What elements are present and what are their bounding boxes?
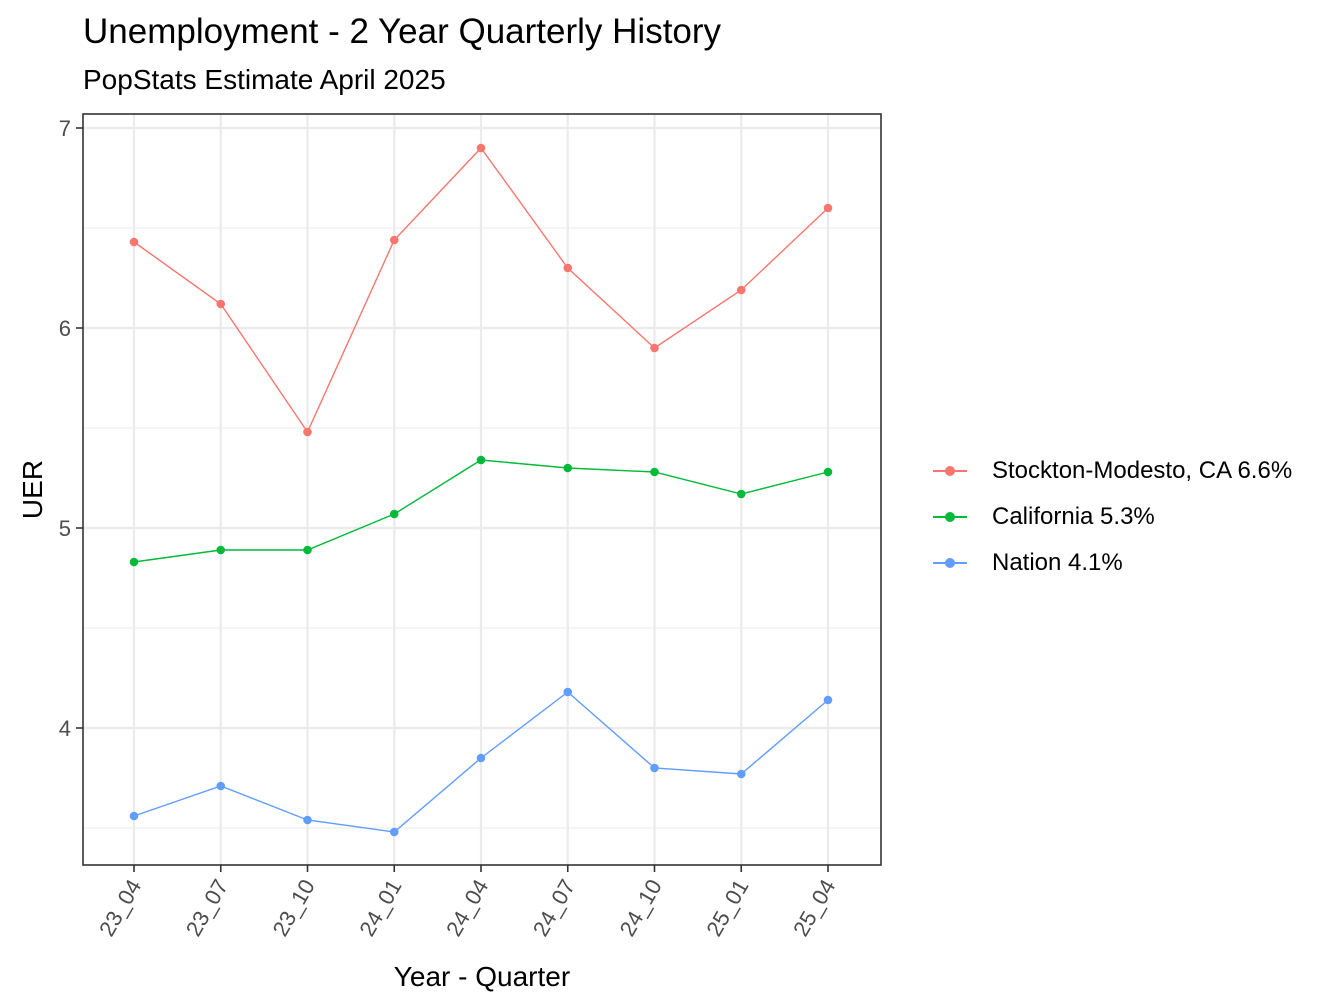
x-tick-label: 24_04 — [441, 875, 493, 940]
data-point — [389, 509, 399, 519]
data-point — [650, 763, 659, 773]
data-point — [650, 343, 659, 353]
data-point — [476, 753, 486, 763]
data-point — [563, 463, 573, 473]
data-point — [823, 467, 833, 477]
data-point — [563, 263, 573, 273]
data-point — [650, 467, 659, 477]
legend-item: Stockton-Modesto, CA 6.6% — [930, 448, 1292, 494]
data-point — [736, 489, 746, 499]
chart-subtitle: PopStats Estimate April 2025 — [83, 64, 446, 95]
panel-border — [82, 113, 882, 866]
data-point — [303, 815, 312, 825]
legend-item: Nation 4.1% — [930, 540, 1292, 586]
chart-title: Unemployment - 2 Year Quarterly History — [83, 12, 722, 51]
x-axis-title: Year - Quarter — [394, 961, 570, 992]
legend-key-icon — [930, 553, 970, 573]
legend-key-icon — [930, 507, 970, 527]
y-tick-label: 7 — [59, 116, 71, 141]
data-point — [736, 769, 746, 779]
data-point — [216, 299, 226, 309]
y-tick-label: 6 — [59, 316, 71, 341]
legend-item: California 5.3% — [930, 494, 1292, 540]
legend-label: Nation 4.1% — [992, 549, 1123, 576]
data-point — [129, 237, 139, 247]
data-point — [563, 687, 573, 697]
x-tick-label: 23_04 — [94, 875, 146, 940]
data-point — [389, 235, 399, 245]
x-tick-label: 23_10 — [268, 875, 320, 940]
data-point — [476, 455, 486, 465]
data-point — [389, 827, 399, 837]
y-axis-title: UER — [17, 460, 48, 519]
legend-label: Stockton-Modesto, CA 6.6% — [992, 457, 1293, 484]
legend-key-icon — [930, 461, 970, 481]
x-tick-label: 25_04 — [788, 875, 840, 940]
data-point — [823, 695, 833, 705]
data-point — [129, 811, 139, 821]
data-point — [129, 557, 139, 567]
data-point — [736, 285, 746, 295]
x-tick-label: 24_07 — [528, 875, 580, 940]
data-point — [823, 203, 833, 213]
data-point — [303, 427, 312, 437]
chart-legend: Stockton-Modesto, CA 6.6% California 5.3%… — [930, 448, 1292, 586]
data-point — [476, 143, 486, 153]
y-tick-label: 5 — [59, 516, 71, 541]
x-tick-label: 24_01 — [354, 875, 406, 940]
x-tick-label: 23_07 — [181, 875, 233, 940]
x-tick-label: 24_10 — [615, 875, 667, 940]
legend-label: California 5.3% — [992, 503, 1155, 530]
data-point — [216, 781, 226, 791]
x-tick-label: 25_01 — [701, 875, 753, 940]
y-tick-label: 4 — [59, 716, 71, 741]
data-point — [216, 545, 226, 555]
data-point — [303, 545, 312, 555]
